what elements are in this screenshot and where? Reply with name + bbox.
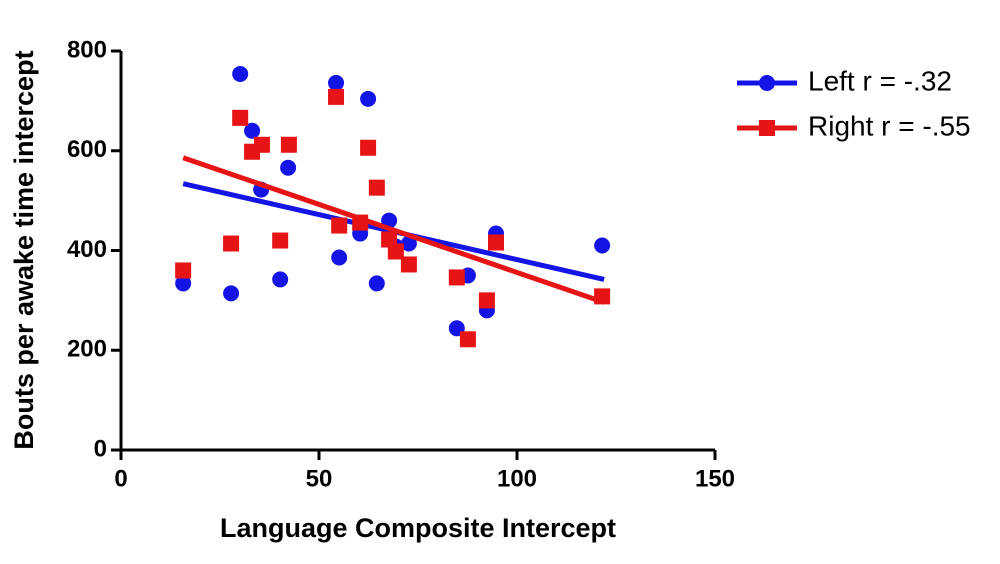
point	[223, 235, 240, 252]
point	[223, 285, 240, 302]
point	[272, 232, 289, 249]
point	[175, 275, 192, 292]
legend-marker	[759, 120, 775, 136]
point	[400, 235, 417, 252]
point	[594, 237, 611, 254]
point	[459, 331, 476, 348]
point	[175, 262, 192, 279]
y-tick-label: 200	[67, 336, 107, 363]
legend-marker	[759, 75, 775, 91]
point	[232, 65, 249, 82]
x-tick-label: 150	[695, 465, 735, 492]
point	[280, 136, 297, 153]
point	[368, 275, 385, 292]
y-axis-label: Bouts per awake time intercept	[9, 50, 39, 449]
y-tick-label: 400	[67, 236, 107, 263]
point	[594, 288, 611, 305]
point	[328, 74, 345, 91]
x-tick-label: 0	[114, 465, 127, 492]
point	[244, 122, 261, 139]
x-tick-label: 100	[497, 465, 537, 492]
y-tick-label: 800	[67, 36, 107, 63]
legend-label: Right r = -.55	[808, 110, 971, 141]
fit-line	[182, 155, 605, 305]
point	[368, 179, 385, 196]
point	[331, 249, 348, 266]
legend-label: Left r = -.32	[808, 65, 952, 96]
y-tick-label: 600	[67, 136, 107, 163]
point	[387, 243, 404, 260]
x-tick-label: 50	[306, 465, 333, 492]
point	[253, 136, 270, 153]
point	[352, 214, 369, 231]
point	[280, 159, 297, 176]
point	[328, 88, 345, 105]
point	[272, 271, 289, 288]
y-tick-label: 0	[94, 435, 107, 462]
point	[360, 139, 377, 156]
point	[360, 90, 377, 107]
point	[232, 109, 249, 126]
point	[488, 234, 505, 251]
point	[400, 256, 417, 273]
point	[448, 269, 465, 286]
x-axis-label: Language Composite Intercept	[220, 513, 616, 543]
point	[331, 217, 348, 234]
point	[478, 292, 495, 309]
